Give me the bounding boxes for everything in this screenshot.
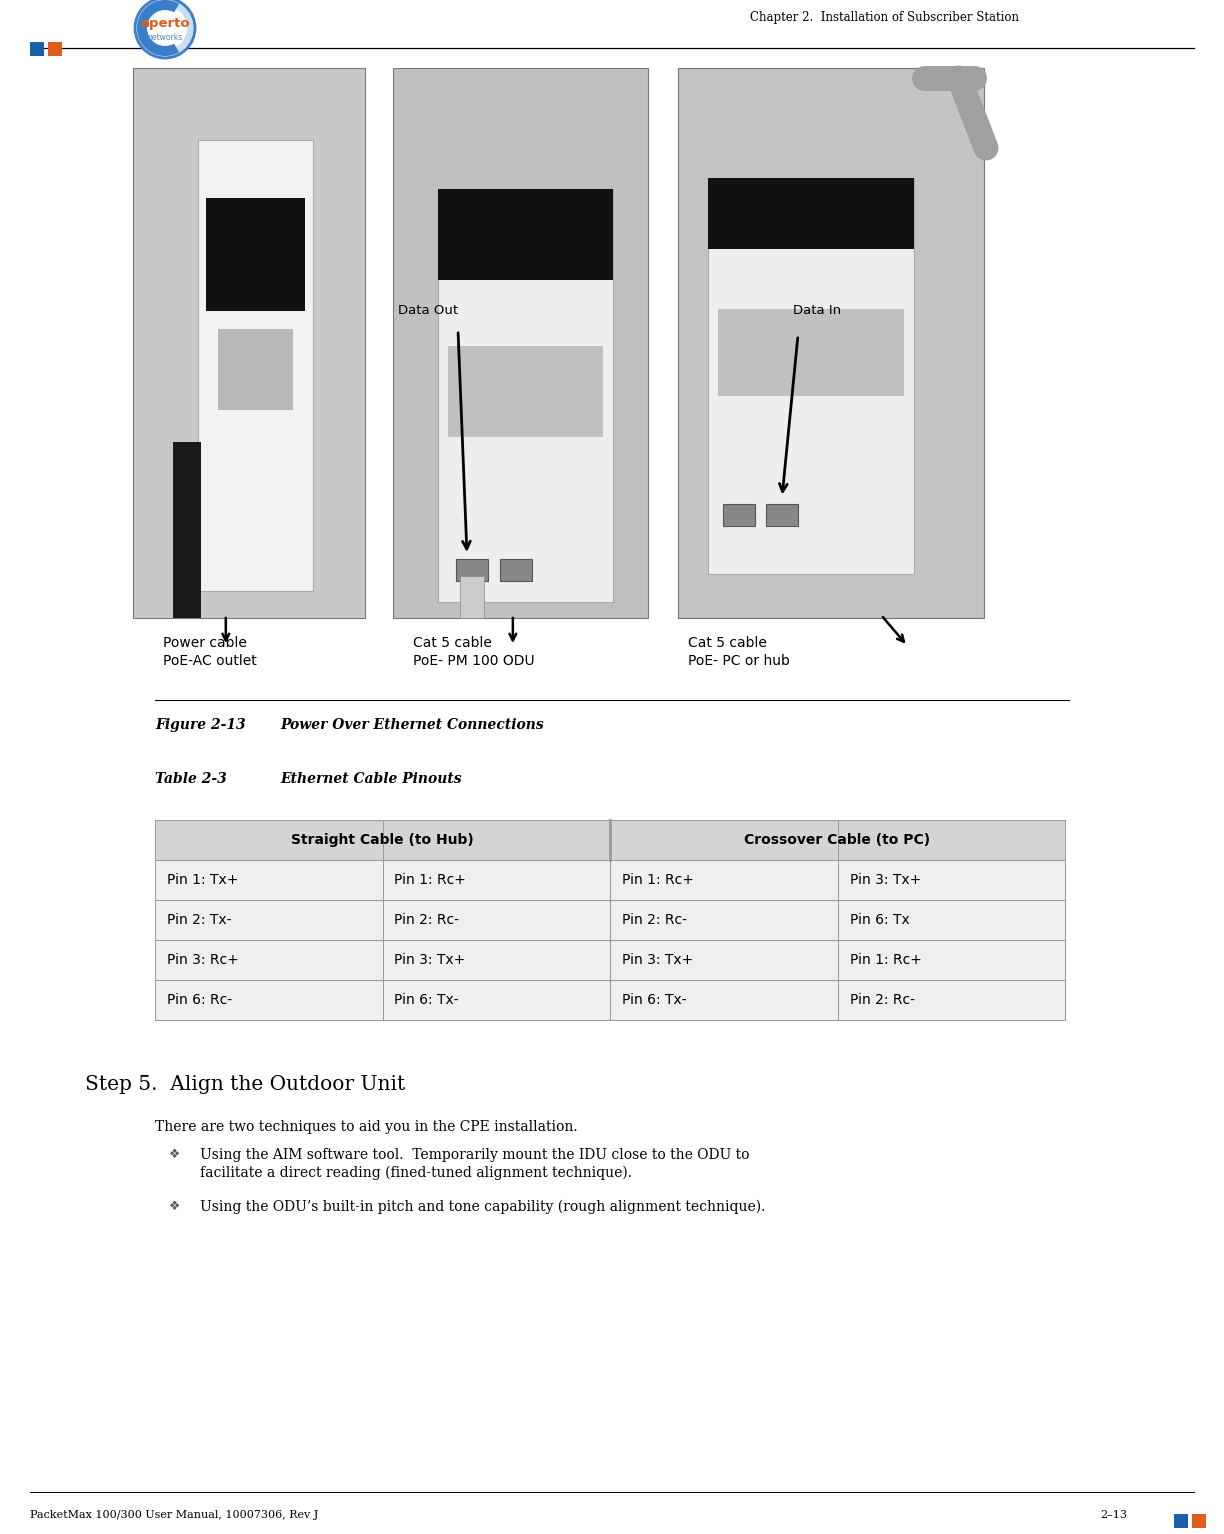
Bar (837, 821, 1065, 861)
Wedge shape (137, 0, 179, 57)
Text: Pin 6: Rc-: Pin 6: Rc- (166, 992, 233, 1006)
Text: Pin 1: Rc+: Pin 1: Rc+ (622, 873, 694, 887)
Text: 2–13: 2–13 (1100, 1509, 1127, 1520)
Text: Pin 2: Rc-: Pin 2: Rc- (849, 992, 914, 1006)
Text: Pin 1: Rc+: Pin 1: Rc+ (394, 873, 466, 887)
Text: There are two techniques to aid you in the CPE installation.: There are two techniques to aid you in t… (155, 1120, 578, 1134)
Bar (206, 198, 305, 311)
Bar (499, 558, 532, 581)
Text: Pin 6: Tx-: Pin 6: Tx- (622, 992, 687, 1006)
Text: PoE- PC or hub: PoE- PC or hub (688, 653, 789, 667)
Text: Straight Cable (to Hub): Straight Cable (to Hub) (291, 833, 474, 847)
Bar (155, 821, 382, 861)
Text: Cat 5 cable: Cat 5 cable (412, 637, 492, 650)
Text: Figure 2-13: Figure 2-13 (155, 718, 246, 732)
Bar (610, 900, 837, 940)
Bar (718, 308, 905, 396)
Text: aperto: aperto (141, 17, 190, 31)
Bar (155, 980, 382, 1020)
Text: ❖: ❖ (169, 1200, 181, 1213)
Bar (837, 900, 1065, 940)
Bar (1192, 1514, 1206, 1528)
Text: Pin 2: Tx-: Pin 2: Tx- (166, 913, 231, 927)
Text: Ethernet Cable Pinouts: Ethernet Cable Pinouts (280, 772, 461, 785)
Text: Data Out: Data Out (398, 304, 458, 316)
Bar (31, 41, 44, 57)
Bar (173, 442, 201, 618)
Bar (610, 940, 837, 980)
Bar (382, 980, 610, 1020)
Bar (382, 900, 610, 940)
Bar (678, 67, 984, 618)
Bar (837, 861, 1065, 900)
Text: Pin 1: Tx+: Pin 1: Tx+ (166, 873, 239, 887)
Text: Data In: Data In (793, 304, 841, 316)
Text: PoE- PM 100 ODU: PoE- PM 100 ODU (412, 653, 535, 667)
Text: Pin 1: Rc+: Pin 1: Rc+ (849, 953, 922, 966)
Bar (837, 940, 1065, 980)
Bar (218, 328, 293, 410)
Bar (382, 821, 610, 861)
Text: networks: networks (147, 34, 182, 43)
Bar (382, 940, 610, 980)
Bar (707, 178, 914, 574)
Text: Pin 2: Rc-: Pin 2: Rc- (394, 913, 459, 927)
Text: Pin 3: Tx+: Pin 3: Tx+ (849, 873, 920, 887)
Bar (133, 67, 365, 618)
Bar (438, 189, 613, 279)
Text: PacketMax 100/300 User Manual, 10007306, Rev J: PacketMax 100/300 User Manual, 10007306,… (31, 1509, 318, 1520)
Bar (837, 980, 1065, 1020)
Bar (155, 900, 382, 940)
Bar (198, 140, 313, 591)
Bar (457, 558, 488, 581)
Circle shape (135, 0, 195, 58)
Bar (610, 861, 837, 900)
Bar (1174, 1514, 1189, 1528)
Text: Power cable: Power cable (163, 637, 247, 650)
Bar (707, 178, 914, 250)
Text: Pin 6: Tx: Pin 6: Tx (849, 913, 909, 927)
Bar (448, 345, 603, 437)
Bar (438, 189, 613, 601)
Text: Chapter 2.  Installation of Subscriber Station: Chapter 2. Installation of Subscriber St… (750, 11, 1020, 25)
Bar (48, 41, 62, 57)
Text: Crossover Cable (to PC): Crossover Cable (to PC) (744, 833, 930, 847)
Text: Pin 3: Rc+: Pin 3: Rc+ (166, 953, 239, 966)
Bar (723, 505, 755, 526)
Text: Table 2-3: Table 2-3 (155, 772, 226, 785)
Text: Using the ODU’s built-in pitch and tone capability (rough alignment technique).: Using the ODU’s built-in pitch and tone … (200, 1200, 765, 1215)
Bar (766, 505, 798, 526)
Text: Pin 6: Tx-: Pin 6: Tx- (394, 992, 459, 1006)
Text: PoE-AC outlet: PoE-AC outlet (163, 653, 257, 667)
Text: ❖: ❖ (169, 1147, 181, 1161)
Bar (610, 821, 837, 861)
Circle shape (143, 6, 187, 51)
Text: Pin 3: Tx+: Pin 3: Tx+ (394, 953, 466, 966)
Bar (460, 575, 483, 618)
Bar (382, 861, 610, 900)
Bar (155, 940, 382, 980)
Text: Power Over Ethernet Connections: Power Over Ethernet Connections (280, 718, 543, 732)
Text: Cat 5 cable: Cat 5 cable (688, 637, 767, 650)
Text: Step 5.  Align the Outdoor Unit: Step 5. Align the Outdoor Unit (84, 1075, 405, 1094)
Bar (610, 980, 837, 1020)
Text: facilitate a direct reading (fined-tuned alignment technique).: facilitate a direct reading (fined-tuned… (200, 1166, 632, 1180)
Text: Pin 2: Rc-: Pin 2: Rc- (622, 913, 687, 927)
Bar (155, 861, 382, 900)
Text: Using the AIM software tool.  Temporarily mount the IDU close to the ODU to: Using the AIM software tool. Temporarily… (200, 1147, 749, 1161)
Bar (393, 67, 647, 618)
Text: Pin 3: Tx+: Pin 3: Tx+ (622, 953, 693, 966)
